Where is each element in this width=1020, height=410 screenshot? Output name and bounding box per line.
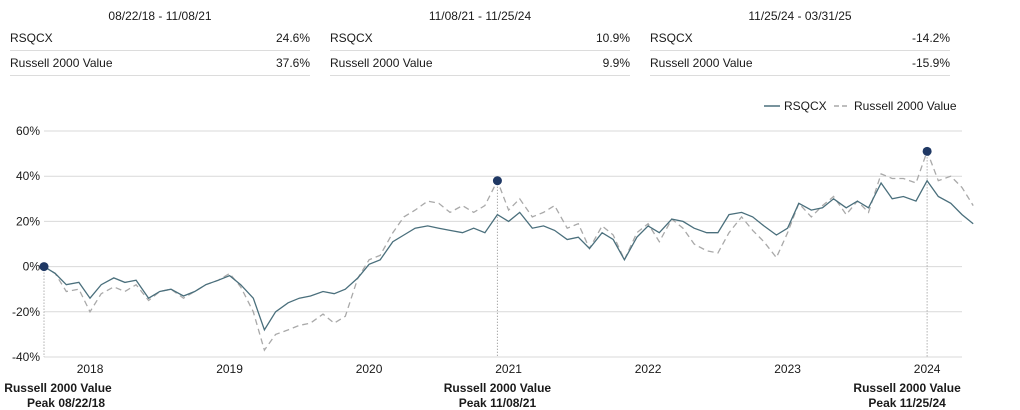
period-block-3: 11/25/24 - 03/31/25 RSQCX -14.2% Russell … xyxy=(650,0,950,76)
fund-return: 9.9% xyxy=(602,56,630,70)
period-row: RSQCX 10.9% xyxy=(330,26,630,51)
grid-lines xyxy=(44,130,962,358)
y-tick-label: 20% xyxy=(16,214,40,228)
period-row: RSQCX -14.2% xyxy=(650,26,950,51)
x-axis: 2018 2019 2020 2021 2022 2023 2024 xyxy=(77,362,941,376)
x-tick-label: 2019 xyxy=(216,362,243,376)
fund-return: 10.9% xyxy=(595,31,630,45)
legend-label-rsqcx: RSQCX xyxy=(784,99,827,113)
x-tick-label: 2021 xyxy=(495,362,522,376)
y-tick-label: -20% xyxy=(12,305,40,319)
y-tick-label: -40% xyxy=(12,350,40,364)
peak-label-date: Peak 08/22/18 xyxy=(27,396,105,410)
peak-label-title: Russell 2000 Value xyxy=(444,381,552,395)
fund-name: RSQCX xyxy=(650,31,693,45)
y-tick-label: 0% xyxy=(23,260,41,274)
x-tick-label: 2018 xyxy=(77,362,104,376)
peak-label-date: Peak 11/25/24 xyxy=(868,396,946,410)
fund-name: RSQCX xyxy=(10,31,53,45)
period-block-2: 11/08/21 - 11/25/24 RSQCX 10.9% Russell 2… xyxy=(330,0,630,76)
peak-label-title: Russell 2000 Value xyxy=(853,381,961,395)
fund-name: RSQCX xyxy=(330,31,373,45)
period-range: 11/25/24 - 03/31/25 xyxy=(748,9,852,23)
x-tick-label: 2024 xyxy=(914,362,941,376)
period-range: 08/22/18 - 11/08/21 xyxy=(108,9,212,23)
fund-return: 37.6% xyxy=(275,56,310,70)
y-axis: 60% 40% 20% 0% -20% -40% xyxy=(12,124,40,364)
fund-name: Russell 2000 Value xyxy=(10,56,113,70)
x-tick-label: 2023 xyxy=(774,362,801,376)
series-line-rsqcx xyxy=(43,179,974,332)
period-range: 11/08/21 - 11/25/24 xyxy=(428,9,532,23)
period-row: RSQCX 24.6% xyxy=(10,26,310,51)
performance-chart: 60% 40% 20% 0% -20% -40% 2018 2019 2020 2021 2022… xyxy=(4,99,974,410)
peak-marker xyxy=(492,176,502,186)
legend: RSQCX Russell 2000 Value xyxy=(764,99,957,113)
fund-return: 24.6% xyxy=(275,31,310,45)
peak-markers xyxy=(39,146,932,272)
peak-marker xyxy=(922,146,932,156)
series-lines xyxy=(43,149,974,352)
fund-return: -15.9% xyxy=(911,56,950,70)
peak-guides xyxy=(43,151,928,357)
series-line-benchmark xyxy=(43,149,974,352)
x-tick-label: 2022 xyxy=(635,362,662,376)
peak-marker xyxy=(39,262,49,272)
period-row: Russell 2000 Value -15.9% xyxy=(650,51,950,76)
period-row: Russell 2000 Value 37.6% xyxy=(10,51,310,76)
peak-label-date: Peak 11/08/21 xyxy=(459,396,537,410)
fund-return: -14.2% xyxy=(911,31,950,45)
y-tick-label: 60% xyxy=(16,124,40,138)
y-tick-label: 40% xyxy=(16,169,40,183)
fund-name: Russell 2000 Value xyxy=(650,56,753,70)
period-row: Russell 2000 Value 9.9% xyxy=(330,51,630,76)
x-tick-label: 2020 xyxy=(356,362,383,376)
period-block-1: 08/22/18 - 11/08/21 RSQCX 24.6% Russell 2… xyxy=(10,0,310,76)
fund-name: Russell 2000 Value xyxy=(330,56,433,70)
legend-label-benchmark: Russell 2000 Value xyxy=(854,99,957,113)
peak-label-title: Russell 2000 Value xyxy=(4,381,112,395)
